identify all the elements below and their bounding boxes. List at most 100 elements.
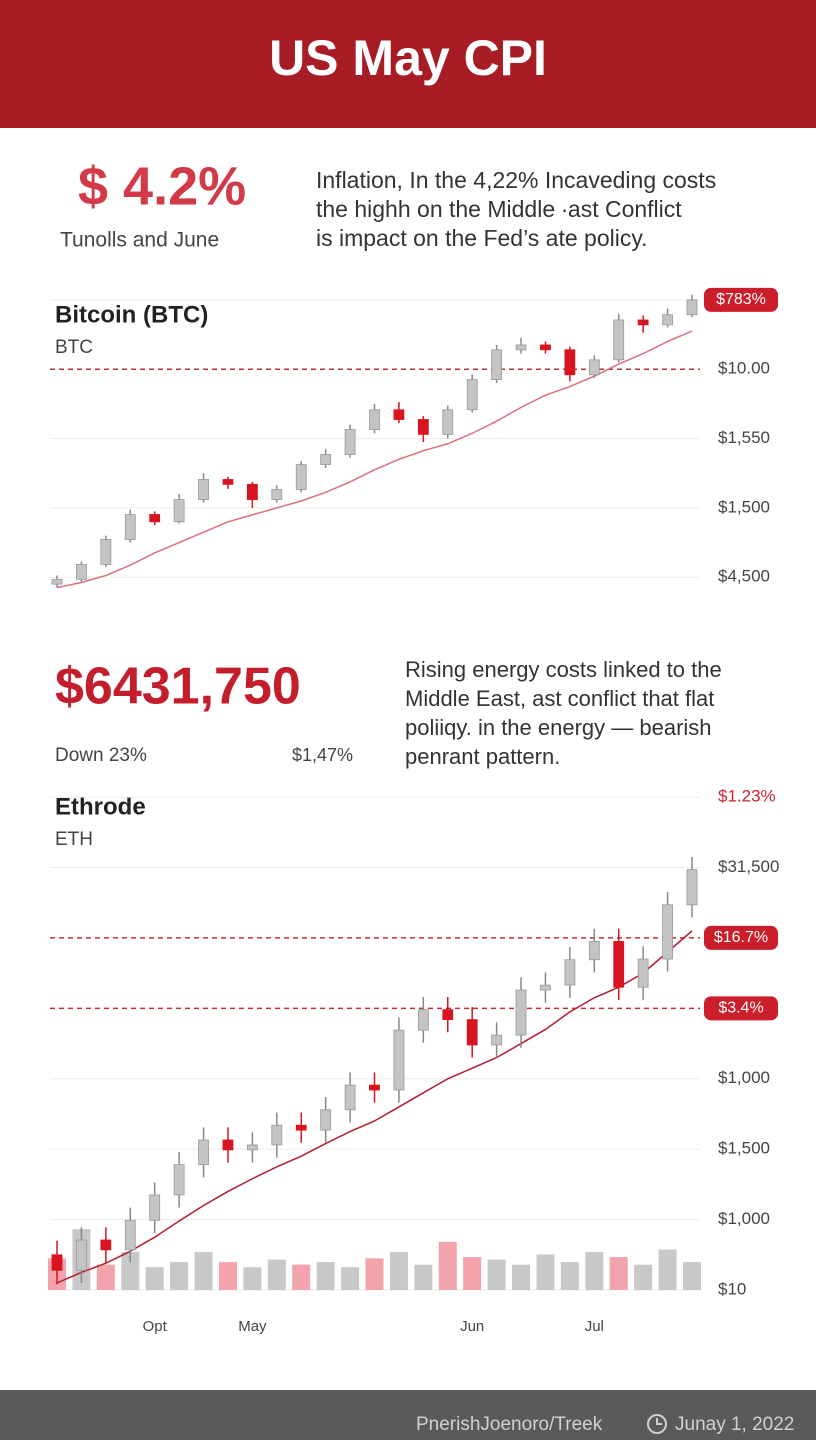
candle-body (295, 1124, 307, 1131)
candle-body (76, 1239, 87, 1271)
candle-body (246, 483, 258, 500)
candle-body (515, 989, 527, 1036)
description-line: Inflation, In the 4,22% Incaveding costs (316, 167, 716, 193)
y-tick-label: $1,500 (718, 1139, 770, 1158)
candle-body (173, 1164, 185, 1196)
candle-body (613, 319, 625, 361)
volume-bar (316, 1262, 335, 1290)
volume-bar (292, 1264, 311, 1290)
footer-date: Junay 1, 2022 (675, 1414, 794, 1435)
description-line: is impact on the Fed’s ate policy. (316, 225, 648, 251)
y-tick-label: $3.4% (718, 1000, 763, 1017)
description-line: penrant pattern. (405, 744, 560, 769)
candle-body (271, 489, 283, 500)
x-tick-label: Jul (585, 1318, 604, 1335)
candle-body (344, 1084, 356, 1111)
clock-icon (647, 1414, 667, 1434)
description-line: poliiqy. in the energy — bearish (405, 715, 712, 740)
candle-body (51, 578, 63, 585)
volume-bar (634, 1264, 653, 1290)
chart-title: Bitcoin (BTC) (55, 301, 208, 328)
volume-bar (145, 1267, 164, 1290)
candle-body (320, 1109, 332, 1131)
y-tick-label: $4,500 (718, 567, 770, 586)
y-tick-label: $10.00 (718, 359, 770, 378)
volume-bar (194, 1251, 213, 1290)
volume-bar (267, 1259, 286, 1290)
tick-badge (704, 925, 778, 950)
stat-value: $ 4.2% (78, 156, 246, 216)
candle-body (100, 539, 112, 565)
candle-body (393, 1029, 405, 1091)
candle-body (588, 941, 600, 961)
candle-body (124, 1219, 136, 1251)
y-tick-label: $1,500 (718, 497, 770, 516)
volume-bar (243, 1267, 262, 1290)
volume-bar (170, 1262, 189, 1290)
volume-bar (121, 1251, 140, 1290)
y-tick-label: $783% (716, 291, 766, 308)
volume-bar (218, 1262, 237, 1290)
candle-body (491, 1034, 503, 1046)
volume-bar (658, 1249, 677, 1290)
volume-bar (341, 1267, 360, 1290)
candle-body (124, 514, 136, 540)
candle-body (442, 409, 454, 435)
candle-body (564, 959, 576, 986)
candle-body (588, 359, 600, 376)
y-tick-label: $1,000 (718, 1209, 770, 1228)
candle-body (686, 869, 698, 906)
chart-title: Ethrode (55, 793, 146, 820)
moving-average (56, 930, 693, 1284)
candle-body (637, 958, 649, 988)
volume-bar (96, 1264, 115, 1290)
y-tick-label: $1,000 (718, 1068, 770, 1087)
tick-badge (704, 996, 778, 1021)
candle-body (637, 319, 649, 326)
footer-source: PnerishJoenoro/Treek (416, 1414, 603, 1435)
candle-body (51, 1254, 63, 1271)
candle-body (417, 1009, 429, 1031)
candle-body (540, 984, 551, 991)
candle-body (222, 479, 234, 485)
candle-body (344, 429, 356, 455)
candle-body (662, 904, 673, 960)
y-tick-label: $31,500 (718, 857, 779, 876)
chart-subtitle: ETH (55, 829, 93, 850)
header-bar (0, 0, 816, 128)
volume-bar (438, 1241, 457, 1290)
footer-bar (0, 1390, 816, 1440)
y-tick-label: $16.7% (714, 929, 768, 946)
candle-body (76, 564, 87, 580)
candle-body (613, 941, 625, 988)
candle-body (320, 454, 332, 465)
candle-body (417, 419, 429, 435)
y-tick-label: $1.23% (718, 787, 776, 806)
candle-body (515, 344, 527, 351)
candle-body (100, 1239, 112, 1251)
candle-body (295, 464, 307, 490)
candle-body (173, 499, 185, 523)
description-line: the highh on the Middle ∙ast Conflict (316, 196, 682, 222)
candle-body (662, 314, 673, 326)
volume-bar (487, 1259, 506, 1290)
candle-body (246, 1144, 258, 1151)
volume-bar (414, 1264, 433, 1290)
volume-bar (560, 1262, 579, 1290)
candle-body (198, 479, 209, 500)
clock-hands (656, 1418, 662, 1425)
candle-body (540, 344, 551, 351)
candle-body (369, 409, 380, 430)
volume-bar (585, 1251, 604, 1290)
candle-body (466, 379, 478, 411)
volume-bar (536, 1254, 555, 1290)
y-tick-label: $1,550 (718, 428, 770, 447)
volume-bar (389, 1251, 408, 1290)
candle-body (271, 1124, 283, 1146)
stat-value: $6431,750 (55, 658, 301, 716)
candle-body (564, 349, 576, 376)
candle-body (466, 1019, 478, 1046)
candle-body (686, 299, 698, 316)
moving-average (56, 330, 693, 589)
